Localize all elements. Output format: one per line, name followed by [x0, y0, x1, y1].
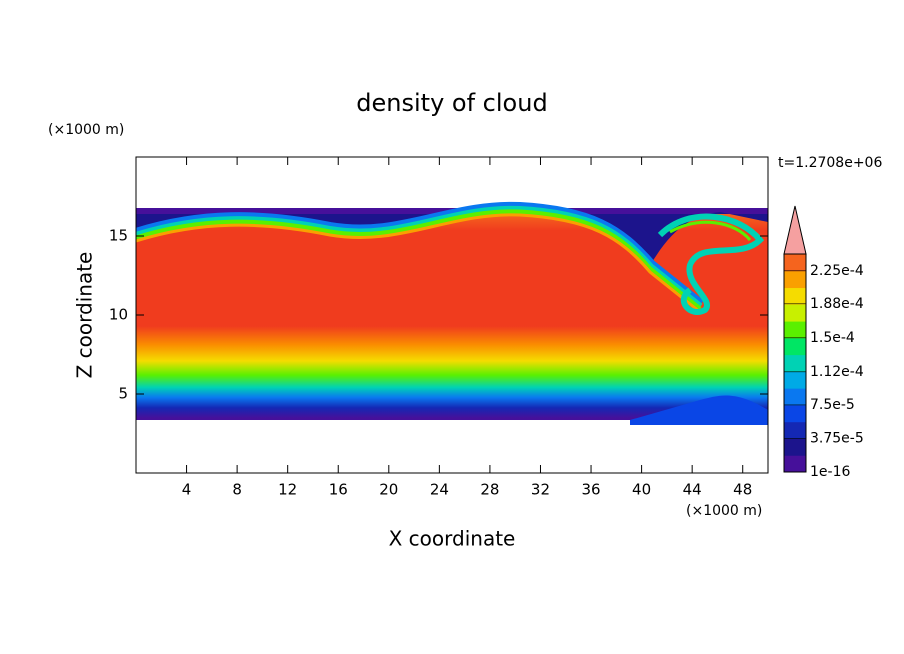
field-top: [136, 207, 768, 265]
x-tick-label: 48: [733, 481, 752, 499]
field-body: [136, 214, 768, 418]
colorbar-tick-label: 2.25e-4: [810, 263, 864, 279]
colorbar-extend: [783, 205, 807, 255]
colorbar-band: [784, 438, 806, 456]
colorbar-band: [784, 455, 806, 473]
x-tick-label: 40: [632, 481, 651, 499]
x-tick-label: 44: [683, 481, 702, 499]
x-tick-label: 8: [232, 481, 242, 499]
contour-field: [136, 201, 768, 425]
colorbar-band: [784, 254, 806, 272]
colorbar-band: [784, 321, 806, 339]
field-bottom: [630, 395, 768, 425]
front: [136, 209, 702, 311]
x-tick-label: 24: [430, 481, 449, 499]
colorbar-band: [784, 304, 806, 322]
colorbar-tick-label: 1.88e-4: [810, 296, 864, 312]
x-axis-title: X coordinate: [389, 527, 516, 551]
colorbar: 1e-16 3.75e-5 7.5e-5 1.12e-4 1.5e-4 1.88e-4 2.…: [783, 205, 864, 480]
x-tick-label: 32: [531, 481, 550, 499]
y-axis-title: Z coordinate: [73, 252, 97, 379]
colorbar-tick-label: 1e-16: [810, 464, 850, 480]
colorbar-tick-label: 1.12e-4: [810, 364, 864, 380]
chart-title: density of cloud: [356, 89, 547, 117]
y-tick-label: 5: [118, 385, 128, 403]
colorbar-band: [784, 354, 806, 372]
x-tick-label: 12: [278, 481, 297, 499]
y-tick-label: 10: [109, 306, 128, 324]
y-unit: (×1000 m): [48, 122, 124, 138]
colorbar-band: [784, 388, 806, 406]
colorbar-tick-label: 7.5e-5: [810, 397, 855, 413]
front: [136, 213, 701, 314]
colorbar-band: [784, 337, 806, 356]
x-tick-label: 28: [480, 481, 499, 499]
colorbar-band: [784, 404, 806, 423]
colorbar-tick-label: 1.5e-4: [810, 330, 855, 346]
colorbar-band: [784, 371, 806, 389]
colorbar-band: [784, 421, 806, 439]
swirl: [669, 220, 752, 242]
x-unit: (×1000 m): [686, 503, 762, 519]
swirl: [657, 213, 765, 315]
time-label: t=1.2708e+06: [778, 155, 882, 171]
x-tick-label: 4: [182, 481, 192, 499]
y-tick-label: 15: [109, 227, 128, 245]
x-tick-label: 16: [329, 481, 348, 499]
x-tick-label: 20: [379, 481, 398, 499]
colorbar-band: [784, 270, 806, 289]
colorbar-tick-label: 3.75e-5: [810, 430, 864, 446]
x-tick-label: 36: [581, 481, 600, 499]
colorbar-band: [784, 287, 806, 305]
